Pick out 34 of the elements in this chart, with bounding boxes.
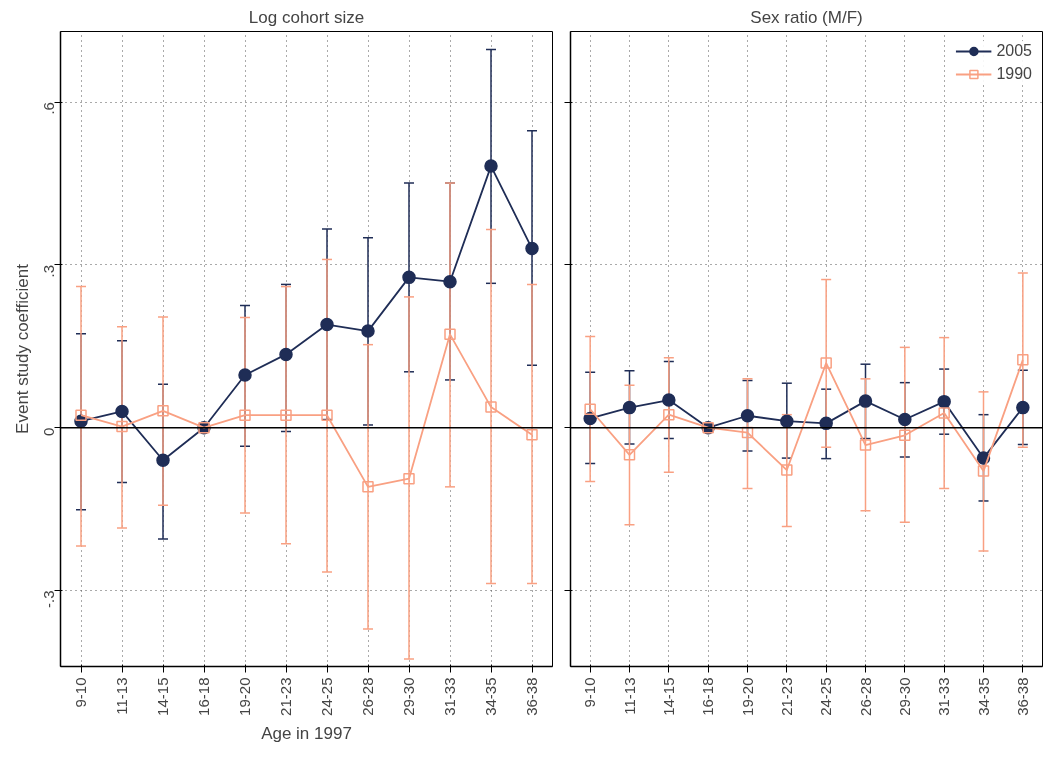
x-tick-label: 34-35 [974,677,992,716]
legend-label: 2005 [996,42,1032,60]
legend-label: 1990 [996,65,1032,83]
x-tick-label: 29-30 [895,677,913,716]
x-tick-label: 16-18 [699,677,717,716]
x-tick-label: 24-25 [318,677,335,716]
x-tick-label: 11-13 [113,677,130,715]
x-tick-label: 21-23 [777,677,795,716]
y-tick-label: .6 [40,102,58,115]
x-tick-label: 24-25 [817,677,835,716]
y-tick-label: .3 [40,264,58,278]
chart-title: Sex ratio (M/F) [750,7,863,27]
x-tick-label: 11-13 [620,677,638,715]
x-axis-title: Age in 1997 [261,723,352,743]
x-tick-label: 19-20 [236,677,253,716]
y-tick-label: -.3 [40,590,58,609]
y-tick-label: 0 [40,427,58,437]
x-tick-label: 21-23 [277,677,294,716]
x-tick-label: 36-38 [523,677,540,716]
x-tick-label: 36-38 [1013,677,1031,716]
x-tick-label: 9-10 [72,677,89,708]
x-tick-label: 16-18 [195,677,212,716]
x-tick-label: 19-20 [738,677,756,716]
x-tick-label: 26-28 [856,677,874,716]
x-tick-label: 31-33 [935,677,953,716]
x-tick-label: 31-33 [441,677,458,716]
x-tick-label: 34-35 [482,677,499,716]
y-axis-title: Event study coefficient [12,263,32,434]
x-tick-label: 14-15 [659,677,677,716]
x-tick-label: 26-28 [359,677,376,716]
x-tick-label: 14-15 [154,677,171,716]
x-tick-label: 9-10 [581,677,599,708]
chart-title: Log cohort size [248,7,365,27]
x-tick-label: 29-30 [400,677,417,716]
